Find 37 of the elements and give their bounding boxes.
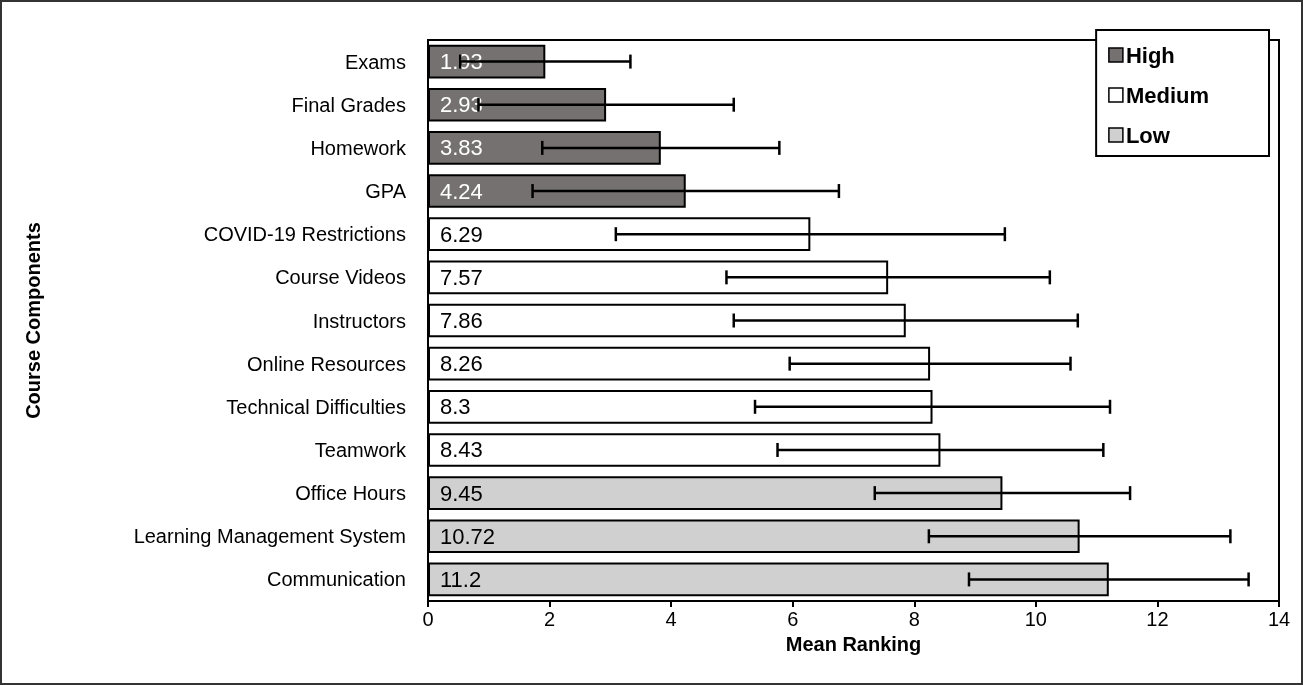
data-label: 11.2 <box>440 566 482 592</box>
x-tick-label: 2 <box>544 608 556 630</box>
x-tick-label: 10 <box>1024 608 1047 630</box>
data-label: 8.26 <box>440 351 483 377</box>
x-tick-label: 12 <box>1146 608 1169 630</box>
x-axis-title: Mean Ranking <box>785 632 922 655</box>
y-tick-label: Online Resources <box>247 352 406 375</box>
y-tick-label: Exams <box>344 50 406 73</box>
y-tick-label: Office Hours <box>295 482 406 505</box>
data-label: 8.3 <box>440 394 471 420</box>
y-tick-label: Teamwork <box>314 438 407 461</box>
y-tick-label: Instructors <box>312 309 406 332</box>
x-tick-label: 0 <box>422 608 434 630</box>
data-label: 7.57 <box>440 264 483 290</box>
x-tick-label: 14 <box>1267 608 1291 630</box>
legend-label: Low <box>1125 122 1171 148</box>
y-tick-label: Course Videos <box>275 266 406 289</box>
legend-label: Medium <box>1125 82 1210 108</box>
x-tick-label: 6 <box>787 608 799 630</box>
data-label: 6.29 <box>440 221 483 247</box>
x-tick-label: 8 <box>908 608 920 630</box>
y-tick-label: Learning Management System <box>133 525 406 548</box>
data-label: 8.43 <box>440 437 483 463</box>
data-label: 7.86 <box>440 308 483 333</box>
y-tick-label: Final Grades <box>291 93 406 116</box>
data-label: 3.83 <box>440 135 483 161</box>
data-label: 9.45 <box>440 480 483 506</box>
y-tick-label: Communication <box>267 568 406 591</box>
y-axis-title: Course Components <box>22 222 44 419</box>
data-label: 10.72 <box>440 523 496 549</box>
y-tick-label: GPA <box>365 180 407 203</box>
legend-label: High <box>1125 42 1175 68</box>
y-tick-label: Homework <box>310 136 407 159</box>
y-tick-label: COVID-19 Restrictions <box>203 223 406 246</box>
y-tick-label: Technical Difficulties <box>226 395 406 418</box>
x-tick-label: 4 <box>665 608 677 630</box>
data-label: 4.24 <box>440 178 483 204</box>
